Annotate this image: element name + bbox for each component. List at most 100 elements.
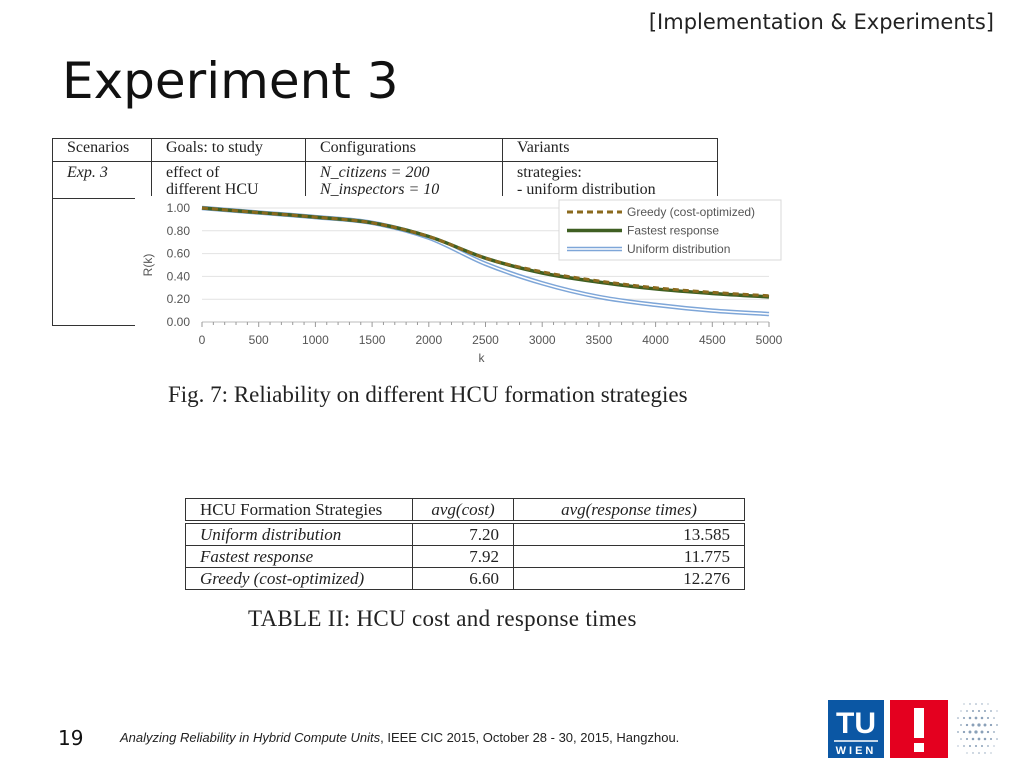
response-cell: 13.585 (513, 520, 745, 546)
cost-cell: 7.20 (412, 520, 514, 546)
x-tick-label: 0 (199, 333, 206, 347)
x-tick-label: 4500 (699, 333, 726, 347)
logo-dot (996, 710, 998, 712)
logo-dot (960, 710, 962, 712)
scenario-row: Exp. 3 effect of different HCU N_citizen… (52, 161, 718, 199)
logo-dot (986, 730, 990, 734)
table-row: Fastest response 7.92 11.775 (185, 545, 745, 568)
logo-dot (960, 724, 962, 726)
table-border-left (52, 196, 53, 326)
strategy-cell: Fastest response (185, 545, 413, 568)
y-tick-label: 1.00 (167, 201, 191, 215)
x-axis-label: k (479, 351, 486, 365)
logo-dot (962, 730, 966, 734)
y-tick-label: 0.00 (167, 315, 191, 329)
logo-dot (962, 716, 966, 720)
logo-tu-text: TU (836, 707, 876, 740)
col-strategy: HCU Formation Strategies (185, 498, 413, 523)
logo-dot (974, 716, 978, 720)
response-cell: 11.775 (513, 545, 745, 568)
y-tick-label: 0.60 (167, 247, 191, 261)
logo-dot (960, 738, 962, 740)
scenario-table: Scenarios Goals: to study Configurations… (52, 138, 718, 199)
footer-paper-title: Analyzing Reliability in Hybrid Compute … (120, 730, 381, 745)
table-row: Uniform distribution 7.20 13.585 (185, 520, 745, 546)
logo-dot (957, 731, 959, 733)
footer-citation: Analyzing Reliability in Hybrid Compute … (120, 730, 679, 745)
cost-cell: 7.92 (412, 545, 514, 568)
footer-venue: , IEEE CIC 2015, October 28 - 30, 2015, … (380, 730, 680, 745)
logo-dot (993, 731, 995, 733)
y-tick-label: 0.20 (167, 292, 191, 306)
variants-cell: strategies: - uniform distribution (502, 161, 718, 199)
col-cost: avg(cost) (412, 498, 514, 523)
logo-dot (996, 724, 998, 726)
section-tag: [Implementation & Experiments] (648, 10, 994, 34)
logo-dot (972, 752, 974, 754)
logo-dot (977, 737, 981, 741)
col-scenarios: Scenarios (52, 138, 152, 162)
logo-dot (978, 752, 980, 754)
reliability-chart: 0.00 0.20 0.40 0.60 0.80 1.00 0 500 1000 1500 2000… (135, 196, 795, 376)
logo-dot (972, 710, 974, 712)
figure-caption: Fig. 7: Reliability on different HCU for… (168, 382, 688, 407)
logo-blue-block (828, 700, 884, 758)
scenario-header-row: Scenarios Goals: to study Configurations… (52, 138, 718, 162)
logo-dot (984, 752, 986, 754)
logo-dot (971, 723, 975, 727)
logo-dot (996, 738, 998, 740)
logo-dot (980, 716, 984, 720)
col-response: avg(response times) (513, 498, 745, 523)
config-cell: N_citizens = 200 N_inspectors = 10 (305, 161, 503, 199)
response-cell: 12.276 (513, 567, 745, 590)
logo-dot (986, 716, 990, 720)
strategy-cell: Greedy (cost-optimized) (185, 567, 413, 590)
x-tick-label: 2000 (415, 333, 442, 347)
logo-dot (984, 710, 986, 712)
logo-dot (969, 745, 971, 747)
logo-dot (990, 710, 992, 712)
col-goals: Goals: to study (151, 138, 306, 162)
logo-dot (957, 745, 959, 747)
goal-line: effect of (166, 164, 220, 181)
col-variants: Variants (502, 138, 718, 162)
variant-line: strategies: (517, 164, 582, 181)
logo-dot (993, 717, 995, 719)
logo-dot (993, 745, 995, 747)
logo-dot (990, 752, 992, 754)
x-tick-label: 1000 (302, 333, 329, 347)
logo-dot-pattern (957, 703, 998, 754)
logo-dot (974, 744, 978, 748)
logo-dot (977, 723, 981, 727)
scenario-table-remainder (52, 196, 719, 326)
logo-dot (989, 723, 993, 727)
logo-dot (968, 716, 972, 720)
logo-dot (975, 703, 977, 705)
col-configurations: Configurations (305, 138, 503, 162)
logo-exclamation-dot (914, 743, 924, 752)
logo-dot (981, 703, 983, 705)
logo-dot (965, 737, 969, 741)
legend-label: Greedy (cost-optimized) (627, 205, 755, 219)
tu-wien-logo: TU WIEN (828, 700, 998, 758)
logo-dot (963, 703, 965, 705)
goal-line: different HCU (166, 181, 259, 198)
scenario-name: Exp. 3 (52, 161, 152, 199)
strategy-cell: Uniform distribution (185, 520, 413, 546)
chart-svg: 0.00 0.20 0.40 0.60 0.80 1.00 0 500 1000 1500 2000… (141, 199, 783, 365)
x-tick-label: 5000 (756, 333, 783, 347)
logo-dot (983, 737, 987, 741)
logo-dot (971, 737, 975, 741)
y-tick-label: 0.80 (167, 224, 191, 238)
slide-title: Experiment 3 (62, 52, 399, 110)
y-axis-label: R(k) (141, 254, 155, 277)
goal-cell: effect of different HCU (151, 161, 306, 199)
config-line: N_inspectors = 10 (320, 181, 440, 198)
logo-dot (980, 730, 984, 734)
logo-dot (987, 703, 989, 705)
logo-dot (965, 723, 969, 727)
x-tick-label: 3000 (529, 333, 556, 347)
config-line: N_citizens = 200 (320, 164, 430, 181)
logo-dot (989, 737, 993, 741)
x-tick-label: 1500 (359, 333, 386, 347)
